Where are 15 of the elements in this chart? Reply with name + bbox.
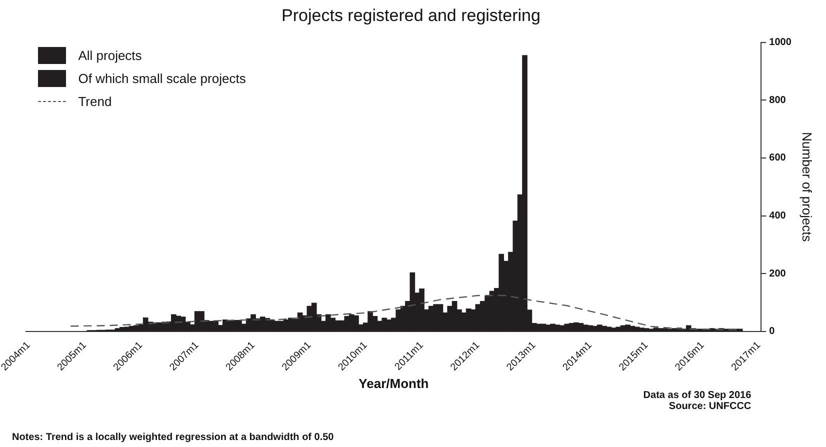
text: Notes: Trend is a locally weighted regression at a bandwidth of 0.50 bbox=[12, 432, 334, 443]
legend-label: All projects bbox=[78, 48, 142, 64]
y-tick-label: 400 bbox=[769, 210, 786, 222]
x-axis-title: Year/Month bbox=[358, 376, 429, 391]
y-tick-label: 0 bbox=[769, 326, 776, 338]
y-tick-label: 1000 bbox=[769, 37, 792, 48]
y-tick-label: 600 bbox=[769, 152, 786, 164]
y-tick-label: 200 bbox=[769, 268, 786, 280]
legend-label: Trend bbox=[78, 94, 112, 110]
source-note: Source: UNFCCC bbox=[668, 401, 752, 412]
legend-label: Of which small scale projects bbox=[78, 71, 246, 86]
text: Data as of 30 Sep 2016 bbox=[643, 390, 752, 401]
y-tick-label: 800 bbox=[769, 94, 786, 106]
y-axis-title: Number of projects bbox=[800, 132, 815, 242]
chart-title: Projects registered and registering bbox=[282, 6, 540, 25]
